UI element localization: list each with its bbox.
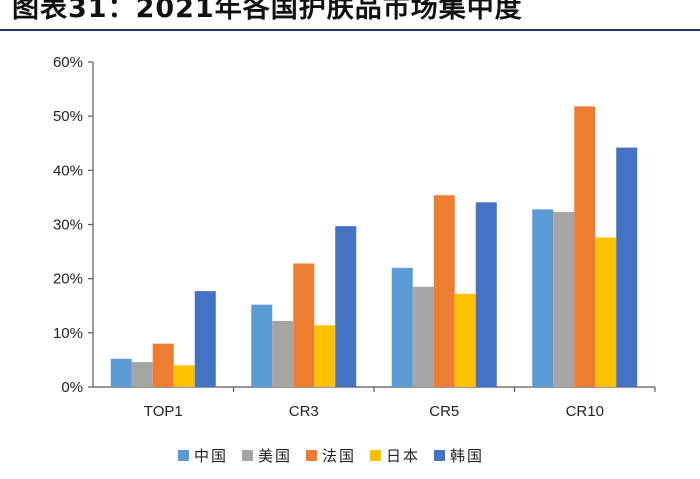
- legend-swatch: [306, 450, 317, 461]
- legend-label: 韩国: [450, 447, 484, 465]
- bar: [391, 267, 413, 387]
- bar: [475, 202, 497, 387]
- bar: [412, 286, 434, 387]
- x-category-label: CR10: [566, 403, 604, 420]
- legend-label: 日本: [386, 447, 420, 465]
- bar: [194, 291, 216, 387]
- y-tick-label: 30%: [53, 217, 83, 234]
- bars: [110, 106, 638, 388]
- legend: 中国 美国 法国 日本 韩国: [178, 447, 484, 465]
- bar: [314, 325, 336, 387]
- y-tick-label: 40%: [53, 162, 83, 179]
- bar: [433, 195, 455, 387]
- legend-swatch: [242, 450, 253, 461]
- legend-swatch: [434, 450, 445, 461]
- legend-label: 中国: [194, 447, 228, 465]
- bar: [454, 293, 476, 387]
- x-category-label: CR3: [289, 403, 319, 420]
- y-tick-label: 20%: [53, 271, 83, 288]
- bar: [110, 358, 132, 387]
- bar: [532, 209, 554, 387]
- x-category-label: CR5: [429, 403, 459, 420]
- x-category-label: TOP1: [144, 403, 183, 420]
- title-divider: [0, 29, 700, 31]
- bar: [574, 106, 596, 388]
- bar: [251, 304, 273, 387]
- title-strip: 图表31：2021年各国护肤品市场集中度: [0, 0, 700, 30]
- legend-label: 法国: [322, 447, 356, 465]
- bar: [272, 320, 294, 387]
- bar: [616, 147, 638, 387]
- legend-swatch: [370, 450, 381, 461]
- bar: [335, 226, 357, 387]
- y-tick-label: 10%: [53, 325, 83, 342]
- bar: [293, 263, 315, 387]
- y-tick-label: 0%: [61, 379, 83, 396]
- bar: [173, 365, 195, 387]
- y-tick-label: 50%: [53, 108, 83, 125]
- chart-title: 图表31：2021年各国护肤品市场集中度: [12, 0, 523, 24]
- bar: [553, 212, 575, 387]
- axis-labels: 0% 10% 20% 30% 40% 50% 60% TOP1 CR3 CR5 CR10: [53, 54, 604, 420]
- legend-swatch: [178, 450, 189, 461]
- bar: [152, 343, 174, 387]
- bar: [595, 237, 617, 387]
- y-tick-label: 60%: [53, 54, 83, 71]
- bar: [131, 362, 153, 387]
- legend-label: 美国: [258, 447, 292, 465]
